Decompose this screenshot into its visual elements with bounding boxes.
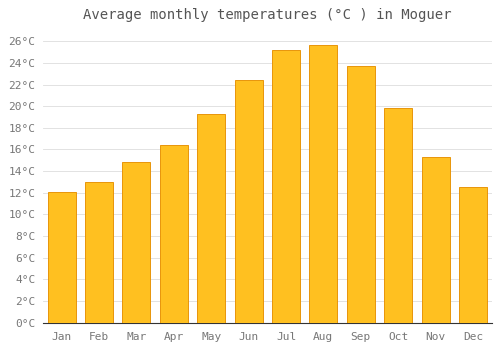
Bar (459, 187, 487, 323)
Bar (122, 162, 150, 323)
Bar (85, 182, 113, 323)
Title: Average monthly temperatures (°C ) in Moguer: Average monthly temperatures (°C ) in Mo… (83, 8, 452, 22)
Bar (160, 145, 188, 323)
Bar (197, 114, 226, 323)
Bar (384, 108, 412, 323)
Bar (347, 66, 375, 323)
Bar (422, 157, 450, 323)
Bar (310, 44, 338, 323)
Bar (272, 50, 300, 323)
Bar (48, 192, 76, 323)
Bar (234, 80, 262, 323)
